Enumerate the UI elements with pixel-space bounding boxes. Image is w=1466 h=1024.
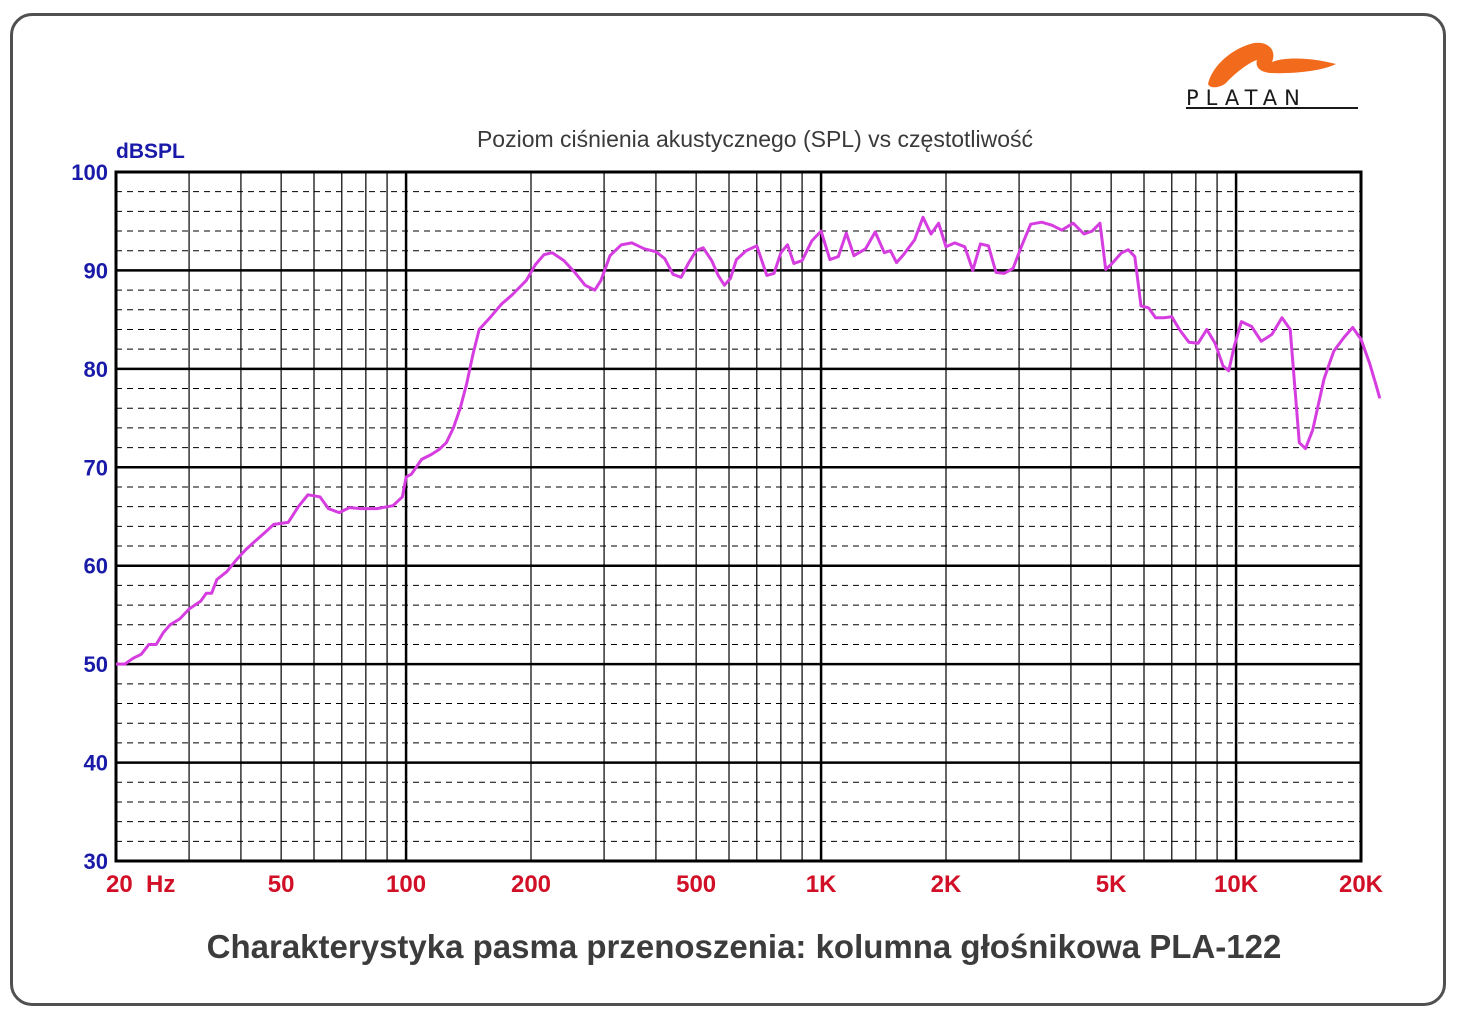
x-tick-label: 100 (386, 871, 426, 898)
grid (116, 172, 1361, 861)
x-tick-label: 5K (1096, 871, 1127, 898)
chart-frame (10, 13, 1446, 1006)
y-tick-label: 40 (84, 751, 108, 776)
logo-swoosh (1208, 42, 1336, 88)
y-axis-label: dBSPL (116, 140, 185, 163)
y-tick-label: 90 (84, 258, 108, 283)
spl-series-line (116, 215, 1382, 666)
x-tick-label: 20 Hz (106, 871, 175, 898)
x-tick-label: 200 (511, 871, 551, 898)
x-tick-labels: 20 Hz 50 100 200 500 1K 2K 5K 10K 20K (106, 871, 1384, 898)
y-tick-label: 30 (84, 849, 108, 874)
y-tick-label: 60 (84, 554, 108, 579)
y-tick-labels: 30 40 50 60 70 80 90 100 (71, 160, 108, 874)
brand-name: PLATAN (1186, 86, 1307, 110)
x-tick-label: 10K (1214, 871, 1259, 898)
chart-caption: Charakterystyka pasma przenoszenia: kolu… (206, 928, 1282, 965)
platan-logo-icon (1208, 42, 1336, 88)
chart-title: Poziom ciśnienia akustycznego (SPL) vs c… (476, 126, 1034, 152)
x-tick-label: 2K (931, 871, 962, 898)
y-tick-label: 80 (84, 357, 108, 382)
x-tick-label: 500 (676, 871, 716, 898)
x-tick-label: 1K (806, 871, 837, 898)
plot-border (114, 170, 1363, 863)
x-tick-label: 50 (268, 871, 295, 898)
y-tick-label: 100 (71, 160, 108, 185)
y-tick-label: 50 (84, 652, 108, 677)
x-tick-label: 20K (1339, 871, 1384, 898)
y-tick-label: 70 (84, 455, 108, 480)
brand-underline (1186, 107, 1358, 109)
